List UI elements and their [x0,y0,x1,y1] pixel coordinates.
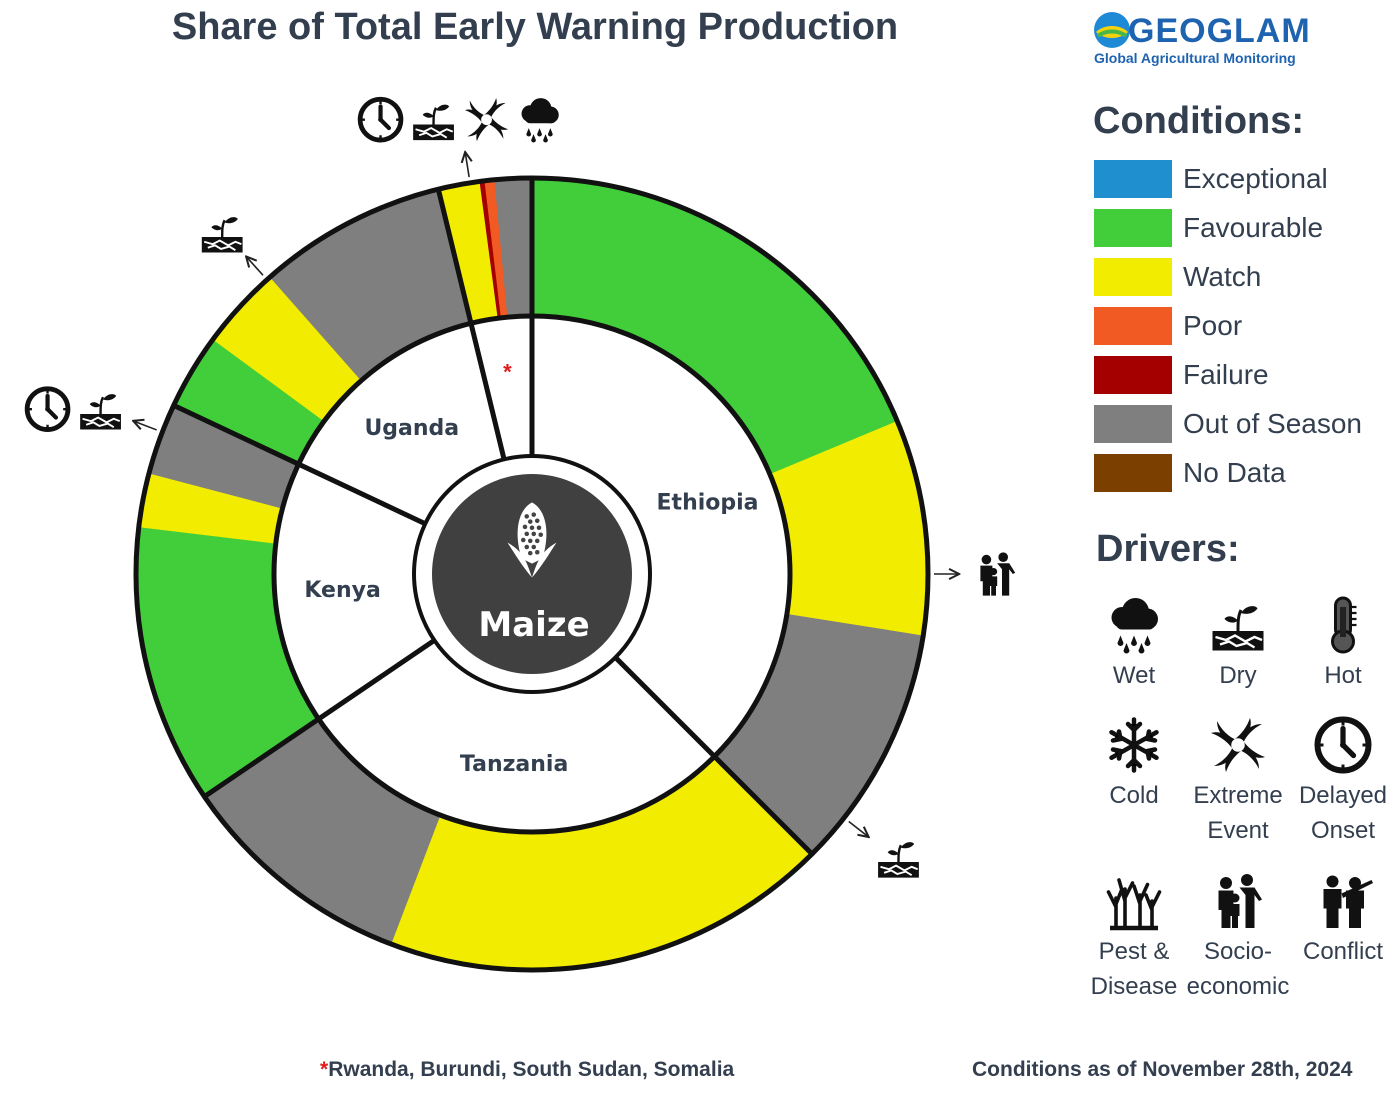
driver-label: Disease [1090,973,1178,1000]
conditions-title: Conditions: [1093,100,1305,142]
driver-label: Socio- [1203,938,1273,965]
other-countries-star: * [503,359,512,384]
country-slice-ethiopia [532,316,790,757]
country-slice-other [470,316,532,460]
driver-label: Onset [1310,817,1376,844]
legend-swatch [1094,356,1172,394]
legend-swatch [1094,405,1172,443]
legend-item-failure: Failure [1094,355,1269,395]
footnote: *Rwanda, Burundi, South Sudan, Somalia [320,1058,734,1082]
driver-arrow [134,421,157,431]
country-label-kenya: Kenya [304,578,380,603]
logo-name: GEOGLAM [1128,12,1311,50]
driver-label: Cold [1109,782,1159,809]
driver-label: Extreme [1193,782,1283,809]
wet-icon [1111,598,1158,654]
legend-swatch [1094,454,1172,492]
driver-legend-socio-economic: Socio-economic [1183,868,1293,1004]
driver-label: Event [1207,817,1269,844]
driver-label: Wet [1112,662,1156,689]
driver-legend-pest-disease: Pest & Disease [1079,868,1189,1004]
legend-swatch [1094,258,1172,296]
outer-ring-border [133,175,931,973]
driver-arrow [848,820,868,836]
driver-arrow [247,257,264,276]
socio-economic-icon [1218,874,1262,928]
legend-swatch [1094,209,1172,247]
legend-swatch [1094,160,1172,198]
maize-donut-chart: Maize Ethiopia Tanzania Kenya Uganda * [0,0,1016,973]
legend-label: Failure [1183,359,1269,390]
driver-legend-conflict: Conflict [1288,868,1398,969]
pest-disease-icon [1101,868,1167,934]
legend-label: Out of Season [1183,408,1363,439]
driver-label: economic [1186,973,1290,1000]
footnote-text: Rwanda, Burundi, South Sudan, Somalia [328,1058,735,1081]
driver-label: Delayed [1298,782,1388,809]
legend-item-out-of-season: Out of Season [1094,404,1362,444]
dry-icon [876,840,921,879]
drivers-title: Drivers: [1096,528,1240,570]
cold-icon [1101,712,1167,778]
legend-label: Watch [1183,261,1262,292]
driver-legend-hot: Hot [1288,592,1398,693]
legend-swatch [1094,307,1172,345]
legend-item-watch: Watch [1094,257,1261,297]
legend-label: No Data [1183,457,1286,488]
middle-ring-border [271,313,793,835]
extreme-event-icon [464,98,509,142]
driver-legend-dry: Dry [1183,592,1293,693]
country-slice-tanzania [318,640,715,832]
legend-item-no-data: No Data [1094,453,1286,493]
footnote-star: * [320,1058,329,1081]
dry-icon [200,215,244,254]
socio-economic-icon [980,552,1016,596]
legend-item-favourable: Favourable [1094,208,1323,248]
center-disc [432,474,632,674]
chart-title: Share of Total Early Warning Production [171,6,899,48]
conditions-date: Conditions as of November 28th, 2024 [972,1058,1353,1081]
dry-icon [1211,604,1265,652]
driver-legend-wet: Wet [1079,592,1189,693]
country-slice-kenya [273,464,435,720]
delayed-onset-icon [27,389,68,430]
delayed-onset-icon [360,99,401,140]
driver-label: Hot [1324,662,1362,689]
country-label-uganda: Uganda [364,416,459,441]
driver-label: Conflict [1302,938,1384,965]
crop-label: Maize [478,605,589,645]
driver-label: Dry [1219,662,1257,689]
driver-legend-delayed-onset: Delayed Onset [1288,712,1398,848]
logo-subtitle: Global Agricultural Monitoring [1094,50,1296,66]
legend-label: Exceptional [1183,163,1328,194]
wet-icon [521,98,559,143]
driver-arrow [465,153,469,178]
delayed-onset-icon [1310,712,1376,778]
hot-icon [1331,596,1358,654]
driver-legend-extreme-event: Extreme Event [1183,712,1293,848]
legend-label: Poor [1183,310,1243,341]
country-label-ethiopia: Ethiopia [657,490,759,515]
extreme-event-icon [1211,718,1265,772]
legend-item-exceptional: Exceptional [1094,159,1328,199]
legend-label: Favourable [1183,212,1324,243]
country-slice-uganda [298,323,505,524]
dry-icon [78,392,123,431]
geoglam-logo [1092,10,1302,70]
driver-legend-cold: Cold [1079,712,1189,813]
country-label-tanzania: Tanzania [460,752,568,777]
conflict-icon [1323,875,1373,928]
legend-item-poor: Poor [1094,306,1242,346]
dry-icon [411,103,456,142]
driver-label: Pest & [1098,938,1170,965]
